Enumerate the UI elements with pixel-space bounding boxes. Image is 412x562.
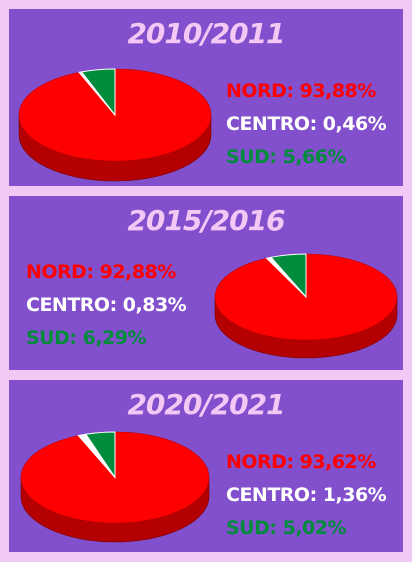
legend-nord: NORD: 93,88%	[226, 80, 376, 102]
legend-nord: NORD: 92,88%	[26, 261, 176, 283]
pie-chart-3	[20, 431, 210, 543]
legend-centro: CENTRO: 0,46%	[226, 113, 387, 135]
pie-slice-centro	[78, 71, 116, 116]
legend-sud: SUD: 6,29%	[26, 327, 147, 349]
pie-slice-centro	[265, 256, 307, 298]
legend-sud: SUD: 5,66%	[226, 146, 347, 168]
chart-title: 2015/2016	[127, 204, 285, 237]
legend-2: NORD: 92,88% CENTRO: 0,83% SUD: 6,29%	[26, 256, 187, 355]
pie-chart-1	[18, 68, 212, 182]
legend-sud: SUD: 5,02%	[226, 517, 347, 539]
chart-title: 2020/2021	[127, 388, 285, 421]
chart-panel-1: 2010/2011 NORD: 93,88% CENTRO: 0,46% SUD…	[9, 9, 403, 186]
chart-panel-2: 2015/2016 NORD: 92,88% CENTRO: 0,83% SUD…	[9, 196, 403, 370]
pie-chart-2	[214, 253, 398, 359]
chart-panel-3: 2020/2021 NORD: 93,62% CENTRO: 1,36% SUD…	[9, 380, 403, 552]
legend-3: NORD: 93,62% CENTRO: 1,36% SUD: 5,02%	[226, 446, 387, 545]
legend-centro: CENTRO: 0,83%	[26, 294, 187, 316]
legend-nord: NORD: 93,62%	[226, 451, 376, 473]
legend-1: NORD: 93,88% CENTRO: 0,46% SUD: 5,66%	[226, 75, 387, 174]
pie-slice-centro	[77, 433, 116, 478]
chart-title: 2010/2011	[127, 17, 285, 50]
legend-centro: CENTRO: 1,36%	[226, 484, 387, 506]
